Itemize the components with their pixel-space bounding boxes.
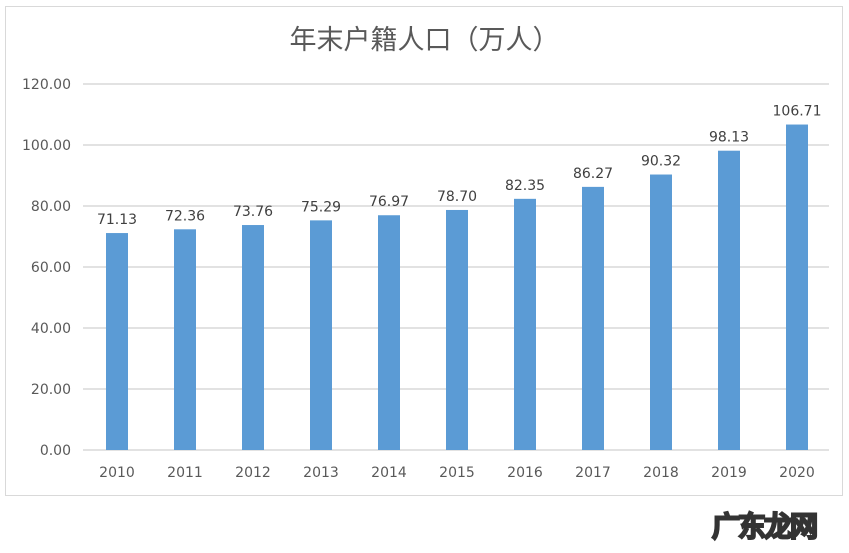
y-tick-label: 20.00 <box>31 382 71 398</box>
y-tick-label: 120.00 <box>22 77 71 93</box>
data-label: 86.27 <box>573 166 613 182</box>
x-tick-label: 2016 <box>507 465 543 481</box>
x-tick-label: 2013 <box>303 465 339 481</box>
data-label: 78.70 <box>437 189 477 205</box>
bar <box>446 209 468 450</box>
bar <box>242 225 264 450</box>
bar <box>718 150 740 451</box>
data-label: 71.13 <box>97 212 137 228</box>
bar <box>174 229 196 450</box>
data-label: 76.97 <box>369 194 409 210</box>
watermark-logo: 广东龙网 <box>711 509 819 544</box>
bar <box>514 198 536 450</box>
x-tick-label: 2019 <box>711 465 747 481</box>
x-tick-label: 2014 <box>371 465 407 481</box>
bar <box>310 220 332 450</box>
bar <box>786 124 808 451</box>
y-tick-label: 100.00 <box>22 138 71 154</box>
y-tick-label: 0.00 <box>40 443 71 459</box>
x-tick-label: 2012 <box>235 465 271 481</box>
x-tick-label: 2020 <box>779 465 815 481</box>
bar <box>650 174 672 451</box>
y-tick-label: 80.00 <box>31 199 71 215</box>
y-tick-label: 60.00 <box>31 260 71 276</box>
x-tick-label: 2011 <box>167 465 203 481</box>
x-tick-label: 2017 <box>575 465 611 481</box>
data-label: 90.32 <box>641 154 681 170</box>
data-label: 106.71 <box>773 104 822 120</box>
data-label: 82.35 <box>505 178 545 194</box>
bar <box>106 233 128 450</box>
x-tick-label: 2015 <box>439 465 475 481</box>
chart-frame <box>5 6 843 496</box>
data-label: 72.36 <box>165 208 205 224</box>
data-label: 98.13 <box>709 130 749 146</box>
x-tick-label: 2010 <box>99 465 135 481</box>
data-label: 73.76 <box>233 204 273 220</box>
bar <box>378 215 400 450</box>
chart-title: 年末户籍人口（万人） <box>289 25 560 56</box>
x-tick-label: 2018 <box>643 465 679 481</box>
y-tick-label: 40.00 <box>31 321 71 337</box>
data-label: 75.29 <box>301 199 341 215</box>
bar <box>582 186 604 450</box>
